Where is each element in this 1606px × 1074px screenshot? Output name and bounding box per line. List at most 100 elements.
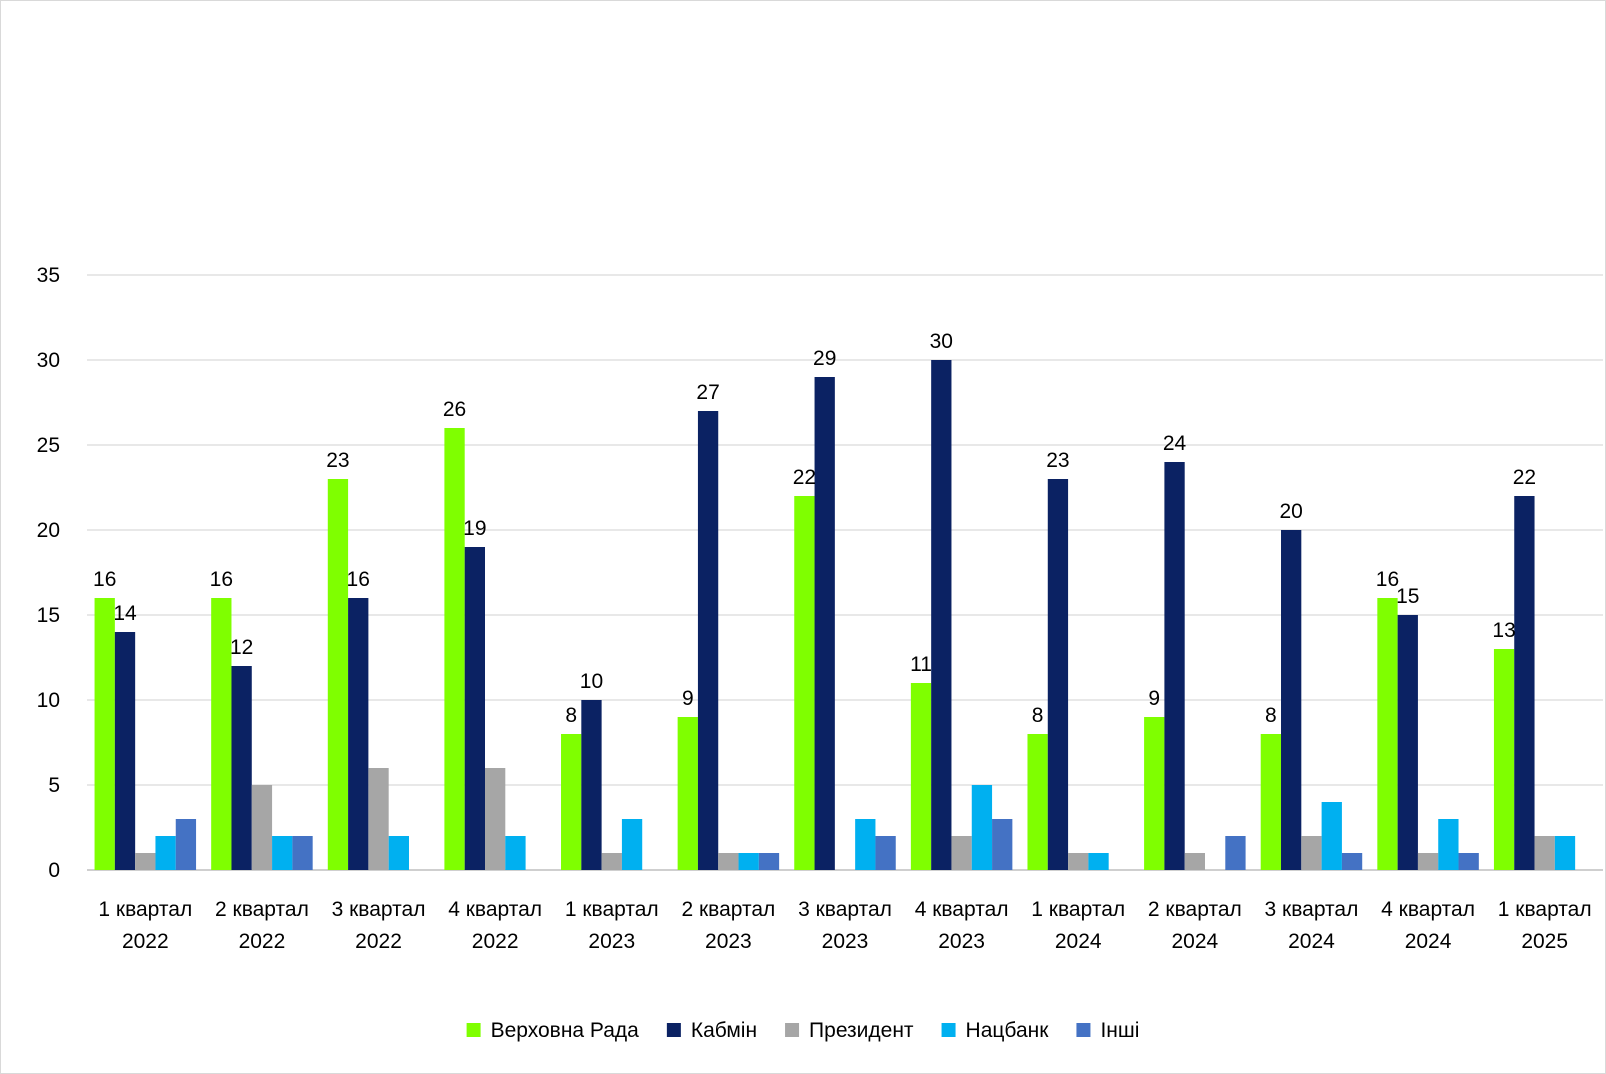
legend-item: Нацбанк — [941, 1019, 1050, 1042]
bar — [1438, 819, 1459, 870]
bar — [1417, 853, 1439, 870]
bar — [621, 819, 643, 870]
bar — [561, 734, 582, 870]
bar — [1184, 853, 1205, 870]
x-tick-label: 1 квартал 2022 — [98, 898, 192, 953]
bar — [718, 853, 739, 870]
data-label: 16 — [210, 568, 233, 591]
bar — [1225, 836, 1246, 870]
bar — [1164, 462, 1185, 870]
x-tick-label: 3 квартал 2023 — [798, 898, 892, 953]
legend-item: Президент — [785, 1019, 914, 1042]
x-axis: 1 квартал 2022 2 квартал 2022 3 квартал 2022 4… — [98, 898, 1591, 953]
bar — [931, 360, 952, 870]
y-tick-label: 20 — [37, 519, 60, 542]
bar — [464, 547, 486, 870]
bar — [1341, 853, 1363, 870]
bar — [135, 853, 156, 870]
bar — [1493, 649, 1515, 870]
bar — [992, 819, 1013, 870]
data-label: 16 — [347, 568, 370, 591]
legend-label: Інші — [1100, 1019, 1139, 1042]
x-tick-label: 2 квартал 2024 — [1148, 898, 1242, 953]
legend-item: Верховна Рада — [466, 1019, 640, 1042]
bar — [292, 836, 313, 870]
y-axis: 0 5 10 15 20 25 30 35 — [37, 264, 60, 882]
bar — [1281, 530, 1302, 870]
data-label: 13 — [1492, 619, 1515, 642]
data-label: 11 — [910, 653, 932, 676]
bar — [444, 428, 465, 870]
data-label: 26 — [443, 398, 466, 421]
data-label: 8 — [1265, 704, 1277, 727]
legend-swatch — [1076, 1023, 1091, 1037]
y-tick-label: 0 — [48, 859, 60, 882]
bar — [1260, 734, 1282, 870]
bar — [272, 836, 293, 870]
bar — [327, 479, 349, 870]
bar — [794, 496, 815, 870]
data-label: 9 — [1148, 687, 1160, 710]
x-tick-label: 1 квартал 2023 — [565, 898, 659, 953]
x-tick-label: 1 квартал 2024 — [1031, 898, 1125, 953]
bar — [677, 717, 698, 870]
bar — [855, 819, 876, 870]
bar — [485, 768, 506, 870]
bar — [738, 853, 759, 870]
bar — [251, 785, 273, 870]
bar — [875, 836, 896, 870]
bar — [1068, 853, 1089, 870]
data-label: 27 — [696, 381, 719, 404]
data-label: 23 — [1046, 449, 1069, 472]
bar — [1321, 802, 1342, 870]
y-tick-label: 10 — [37, 689, 60, 712]
x-tick-label: 3 квартал 2024 — [1265, 898, 1359, 953]
bar — [1514, 496, 1535, 870]
bar — [155, 836, 176, 870]
bar — [231, 666, 252, 870]
bar — [1534, 836, 1555, 870]
data-label: 22 — [793, 466, 816, 489]
x-tick-label: 1 квартал 2025 — [1498, 898, 1592, 953]
y-tick-label: 25 — [37, 434, 60, 457]
bar — [368, 768, 389, 870]
bar — [1397, 615, 1418, 870]
legend-label: Президент — [809, 1019, 914, 1042]
bar — [951, 836, 972, 870]
bar — [505, 836, 526, 870]
data-label: 20 — [1279, 500, 1302, 523]
x-tick-label: 3 квартал 2022 — [332, 898, 426, 953]
data-label: 23 — [326, 449, 349, 472]
bars — [94, 360, 1576, 870]
data-label: 24 — [1163, 432, 1187, 455]
legend-swatch — [466, 1023, 481, 1037]
data-label: 8 — [565, 704, 577, 727]
bar — [94, 598, 115, 870]
data-label: 9 — [682, 687, 694, 710]
data-label: 19 — [463, 517, 486, 540]
legend-label: Нацбанк — [966, 1019, 1050, 1042]
bar — [971, 785, 993, 870]
data-labels: 1614161223162619810927222911308239248201… — [93, 330, 1536, 727]
data-label: 30 — [930, 330, 953, 353]
bar — [1554, 836, 1576, 870]
legend-label: Кабмін — [691, 1019, 757, 1042]
bar — [1088, 853, 1109, 870]
data-label: 10 — [580, 670, 603, 693]
bar — [388, 836, 409, 870]
bar — [814, 377, 835, 870]
data-label: 12 — [230, 636, 253, 659]
x-tick-label: 2 квартал 2023 — [681, 898, 775, 953]
legend-item: Кабмін — [666, 1019, 757, 1042]
bar — [175, 819, 197, 870]
x-tick-label: 4 квартал 2022 — [448, 898, 542, 953]
legend-label: Верховна Рада — [491, 1019, 640, 1042]
x-tick-label: 4 квартал 2024 — [1381, 898, 1475, 953]
data-label: 22 — [1513, 466, 1536, 489]
bar — [1377, 598, 1398, 870]
y-tick-label: 30 — [37, 349, 60, 372]
data-label: 14 — [113, 602, 137, 625]
bar — [601, 853, 622, 870]
bar — [1027, 734, 1048, 870]
y-tick-label: 35 — [37, 264, 60, 287]
